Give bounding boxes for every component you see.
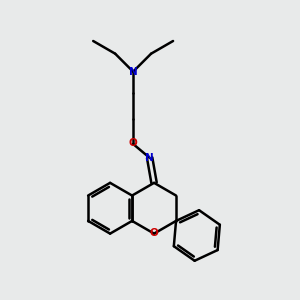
Text: O: O [129, 138, 137, 148]
Text: N: N [129, 67, 137, 76]
Text: N: N [145, 153, 154, 163]
Text: O: O [150, 228, 158, 238]
